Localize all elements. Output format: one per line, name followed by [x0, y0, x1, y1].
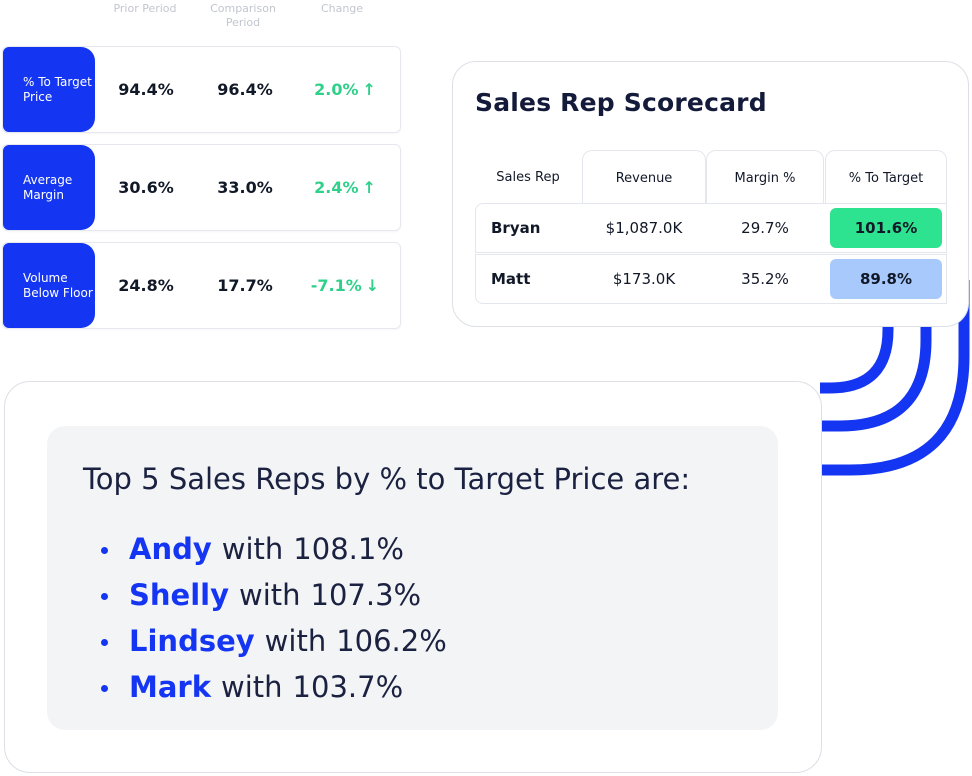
list-item: Shelly with 107.3% — [101, 572, 447, 618]
bullet-icon — [101, 685, 108, 692]
scorecard-header-rep: Sales Rep — [496, 169, 560, 185]
rep-connector: with — [264, 624, 327, 658]
rep-name: Lindsey — [129, 624, 255, 658]
to-target-pill: 101.6% — [830, 208, 942, 248]
scorecard-row: Bryan $1,087.0K 29.7% 101.6% — [475, 203, 947, 253]
list-item: Mark with 103.7% — [101, 664, 447, 710]
rep-revenue: $173.0K — [612, 270, 676, 288]
bullet-icon — [101, 593, 108, 600]
list-item: Andy with 108.1% — [101, 526, 447, 572]
rep-value: 106.2% — [336, 624, 447, 658]
scorecard-header-revenue: Revenue — [582, 150, 706, 205]
change-text: 2.4% — [314, 178, 359, 197]
rep-name: Shelly — [129, 578, 229, 612]
connector-arc-middle — [820, 303, 932, 432]
metric-prior-value: 94.4% — [118, 80, 174, 99]
list-item: Lindsey with 106.2% — [101, 618, 447, 664]
metric-prior-value: 30.6% — [118, 178, 174, 197]
column-header-prior: Prior Period — [113, 2, 177, 15]
change-text: 2.0% — [314, 80, 359, 99]
bullet-icon — [101, 547, 108, 554]
summary-heading: Top 5 Sales Reps by % to Target Price ar… — [83, 462, 691, 496]
metric-prior-value: 24.8% — [118, 276, 174, 295]
rep-revenue: $1,087.0K — [605, 219, 683, 237]
scorecard-title: Sales Rep Scorecard — [475, 88, 767, 117]
metric-row-target-price: % To Target Price 94.4% 96.4% 2.0% ↑ — [2, 46, 401, 133]
connector-arc-inner — [820, 327, 894, 394]
connector-arc-outer — [820, 280, 970, 476]
rep-name: Matt — [491, 270, 531, 288]
rep-margin: 35.2% — [741, 270, 789, 288]
rep-value: 107.3% — [310, 578, 422, 612]
summary-panel: Top 5 Sales Reps by % to Target Price ar… — [47, 426, 778, 730]
column-header-change: Change — [320, 2, 364, 15]
metric-change-value: 2.4% ↑ — [295, 145, 395, 230]
metric-label: Average Margin — [3, 145, 95, 230]
arrow-down-icon: ↓ — [365, 276, 380, 295]
sales-rep-scorecard: Sales Rep Scorecard Sales Rep Revenue Ma… — [452, 61, 969, 327]
arrow-up-icon: ↑ — [362, 80, 376, 99]
metric-row-average-margin: Average Margin 30.6% 33.0% 2.4% ↑ — [2, 144, 401, 231]
rep-connector: with — [221, 670, 283, 704]
rep-name: Bryan — [491, 219, 541, 237]
rep-margin: 29.7% — [741, 219, 789, 237]
connector-arcs — [820, 280, 970, 476]
rep-connector: with — [239, 578, 301, 612]
metric-row-volume-below-floor: Volume Below Floor 24.8% 17.7% -7.1% ↓ — [2, 242, 401, 329]
rep-value: 103.7% — [292, 670, 404, 704]
rep-name: Mark — [129, 670, 212, 704]
metric-change-value: 2.0% ↑ — [295, 47, 395, 132]
scorecard-header-margin: Margin % — [706, 150, 824, 205]
metric-label: % To Target Price — [3, 47, 95, 132]
metric-label: Volume Below Floor — [3, 243, 95, 328]
top-reps-list: Andy with 108.1% Shelly with 107.3% Lind… — [101, 526, 447, 710]
rep-name: Andy — [129, 532, 212, 566]
metric-comparison-value: 33.0% — [217, 178, 273, 197]
top-reps-summary-card: Top 5 Sales Reps by % to Target Price ar… — [4, 381, 822, 773]
rep-connector: with — [221, 532, 284, 566]
metric-comparison-value: 96.4% — [217, 80, 273, 99]
change-text: -7.1% — [310, 276, 362, 295]
scorecard-header-to-target: % To Target — [825, 150, 947, 205]
bullet-icon — [101, 639, 108, 646]
column-header-comparison: Comparison Period — [210, 2, 276, 29]
arrow-up-icon: ↑ — [362, 178, 376, 197]
rep-value: 108.1% — [293, 532, 404, 566]
scorecard-row: Matt $173.0K 35.2% 89.8% — [475, 254, 947, 304]
metric-comparison-value: 17.7% — [217, 276, 273, 295]
metric-change-value: -7.1% ↓ — [295, 243, 395, 328]
to-target-pill: 89.8% — [830, 259, 942, 299]
